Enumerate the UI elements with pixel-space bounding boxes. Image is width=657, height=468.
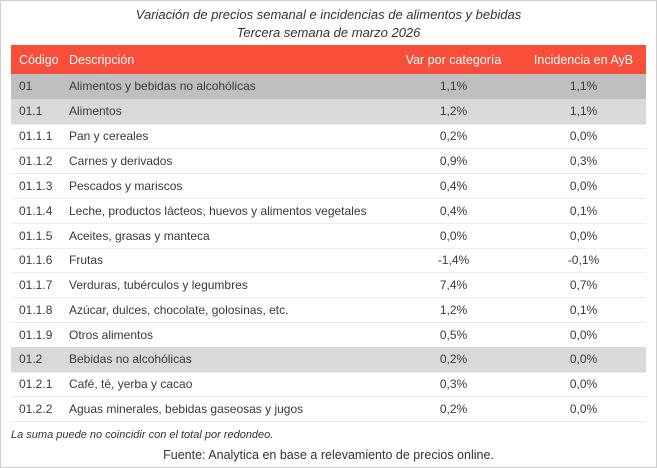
row-description: Pan y cereales (69, 129, 149, 144)
row-description: Otros alimentos (69, 327, 154, 342)
row-code: 01 (19, 79, 33, 94)
row-description: Aguas minerales, bebidas gaseosas y jugo… (69, 402, 304, 417)
row-incidence-value: 1,1% (569, 79, 598, 94)
row-var-value: -1,4% (437, 253, 470, 268)
row-incidence-value: 0,0% (569, 129, 598, 144)
row-code: 01.1.2 (19, 154, 53, 169)
table-row: 01.1.1 Pan y cereales 0,2% 0,0% (11, 123, 646, 149)
table-row: 01.1.5 Aceites, grasas y manteca 0,0% 0,0% (11, 222, 646, 248)
row-code: 01.2.2 (19, 402, 53, 417)
source-note: Fuente: Analytica en base a relevamiento… (163, 448, 494, 462)
row-description: Carnes y derivados (69, 154, 173, 169)
table-row: 01 Alimentos y bebidas no alcohólicas 1,1%… (11, 74, 646, 99)
table-row: 01.1.6 Frutas -1,4% -0,1% (11, 247, 646, 273)
table-header-row: Código Descripción Var por categoría Inc… (11, 45, 646, 74)
table-row: 01.1.2 Carnes y derivados 0,9% 0,3% (11, 148, 646, 174)
table-body: 01 Alimentos y bebidas no alcohólicas 1,1%… (11, 74, 646, 423)
row-incidence-value: 0,0% (569, 402, 598, 417)
row-incidence-value: -0,1% (567, 253, 600, 268)
row-incidence-value: 0,0% (569, 377, 598, 392)
row-code: 01.1.9 (19, 327, 53, 342)
row-incidence-value: 0,1% (569, 203, 598, 218)
figure-title: Variación de precios semanal e incidenci… (1, 6, 656, 42)
row-incidence-value: 1,1% (569, 104, 598, 119)
column-header-incidencia: Incidencia en AyB (533, 52, 634, 67)
table-row: 01.2.2 Aguas minerales, bebidas gaseosas … (11, 396, 646, 422)
table-row: 01.2 Bebidas no alcohólicas 0,2% 0,0% (11, 346, 646, 372)
row-code: 01.1.4 (19, 203, 53, 218)
row-description: Azúcar, dulces, chocolate, golosinas, et… (69, 303, 289, 318)
column-header-descripcion: Descripción (69, 52, 135, 67)
table-row: 01.1.3 Pescados y mariscos 0,4% 0,0% (11, 173, 646, 198)
row-code: 01.1.1 (19, 129, 53, 144)
row-incidence-value: 0,1% (569, 303, 598, 318)
row-description: Pescados y mariscos (69, 179, 183, 194)
row-var-value: 0,3% (439, 377, 468, 392)
table-row: 01.1.8 Azúcar, dulces, chocolate, golosin… (11, 297, 646, 322)
column-header-var: Var por categoría (405, 52, 502, 67)
row-var-value: 0,0% (439, 228, 468, 243)
row-var-value: 1,2% (439, 303, 468, 318)
row-code: 01.1.5 (19, 228, 53, 243)
row-incidence-value: 0,0% (569, 179, 598, 194)
row-incidence-value: 0,0% (569, 228, 598, 243)
row-code: 01.2 (19, 352, 43, 367)
column-header-codigo: Código (19, 52, 59, 67)
row-code: 01.1.3 (19, 179, 53, 194)
row-code: 01.1.6 (19, 253, 53, 268)
row-code: 01.1.8 (19, 303, 53, 318)
row-description: Bebidas no alcohólicas (69, 352, 192, 367)
row-incidence-value: 0,7% (569, 278, 598, 293)
row-description: Café, té, yerba y cacao (69, 377, 193, 392)
row-var-value: 0,9% (439, 154, 468, 169)
table-row: 01.1 Alimentos 1,2% 1,1% (11, 98, 646, 124)
row-code: 01.1 (19, 104, 43, 119)
row-var-value: 0,2% (439, 129, 468, 144)
row-var-value: 7,4% (439, 278, 468, 293)
row-var-value: 0,5% (439, 327, 468, 342)
row-description: Frutas (69, 253, 104, 268)
row-var-value: 0,2% (439, 402, 468, 417)
row-var-value: 0,2% (439, 352, 468, 367)
figure-title-line1: Variación de precios semanal e incidenci… (135, 7, 522, 22)
table-row: 01.1.4 Leche, productos lácteos, huevos y… (11, 197, 646, 223)
row-code: 01.1.7 (19, 278, 53, 293)
row-var-value: 0,4% (439, 179, 468, 194)
row-var-value: 1,2% (439, 104, 468, 119)
figure-title-line2: Tercera semana de marzo 2026 (236, 25, 421, 40)
row-code: 01.2.1 (19, 377, 53, 392)
row-incidence-value: 0,0% (569, 352, 598, 367)
price-variation-table: Código Descripción Var por categoría Inc… (11, 45, 646, 423)
row-incidence-value: 0,0% (569, 327, 598, 342)
row-description: Verduras, tubérculos y legumbres (69, 278, 248, 293)
table-row: 01.2.1 Café, té, yerba y cacao 0,3% 0,0% (11, 371, 646, 397)
row-var-value: 1,1% (439, 79, 468, 94)
row-description: Alimentos (69, 104, 122, 119)
row-description: Aceites, grasas y manteca (69, 228, 210, 243)
row-description: Alimentos y bebidas no alcohólicas (69, 79, 256, 94)
table-row: 01.1.9 Otros alimentos 0,5% 0,0% (11, 321, 646, 347)
rounding-note: La suma puede no coincidir con el total … (11, 429, 274, 441)
row-incidence-value: 0,3% (569, 154, 598, 169)
row-description: Leche, productos lácteos, huevos y alime… (69, 203, 367, 218)
table-row: 01.1.7 Verduras, tubérculos y legumbres 7,… (11, 272, 646, 298)
row-var-value: 0,4% (439, 203, 468, 218)
